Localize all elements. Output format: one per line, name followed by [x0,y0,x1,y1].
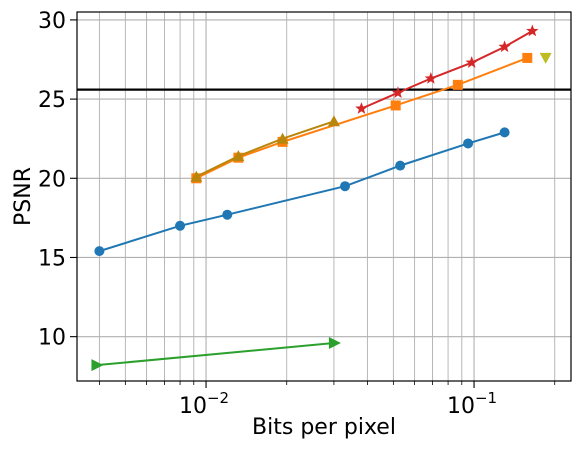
data-point [328,336,341,349]
y-axis-label: PSNR [11,167,36,226]
data-point [539,52,552,64]
series [190,115,340,182]
data-point [463,138,474,149]
series [91,336,341,372]
x-axis-label: Bits per pixel [252,415,396,440]
series [94,127,510,257]
data-point [355,102,368,114]
plot-frame [76,11,572,382]
y-tick-label: 20 [38,167,66,192]
data-point [91,359,104,372]
data-point [232,150,245,162]
data-point [424,72,438,84]
series-line [195,56,528,180]
data-point [276,132,289,144]
data-point [190,170,203,182]
data-point [390,100,401,111]
data-point [340,181,351,192]
y-tick-label: 30 [38,9,66,34]
x-tick-label: 10−2 [179,389,229,419]
series [539,52,552,64]
data-point [395,160,406,171]
data-point [522,52,533,63]
grid [77,12,571,381]
series-line [361,30,533,110]
data-point [222,209,233,220]
data-point [465,56,478,68]
series-line [195,120,335,178]
x-tick-label: 10−1 [447,389,497,419]
data-point [94,246,105,257]
data-point [526,24,539,37]
data-point [498,40,511,53]
data-point [499,127,510,138]
data-point [327,115,340,127]
y-tick-label: 25 [38,88,66,113]
series-group [91,24,552,372]
data-point [452,79,463,90]
series [191,52,533,184]
ticks: 10 15 20 25 30 10−2 10−1 [38,9,556,419]
series-line [99,131,505,253]
data-point [175,220,186,231]
y-tick-label: 10 [38,326,66,351]
y-tick-label: 15 [38,246,66,271]
data-point [391,86,405,99]
series [355,24,539,114]
series-line [96,341,335,367]
